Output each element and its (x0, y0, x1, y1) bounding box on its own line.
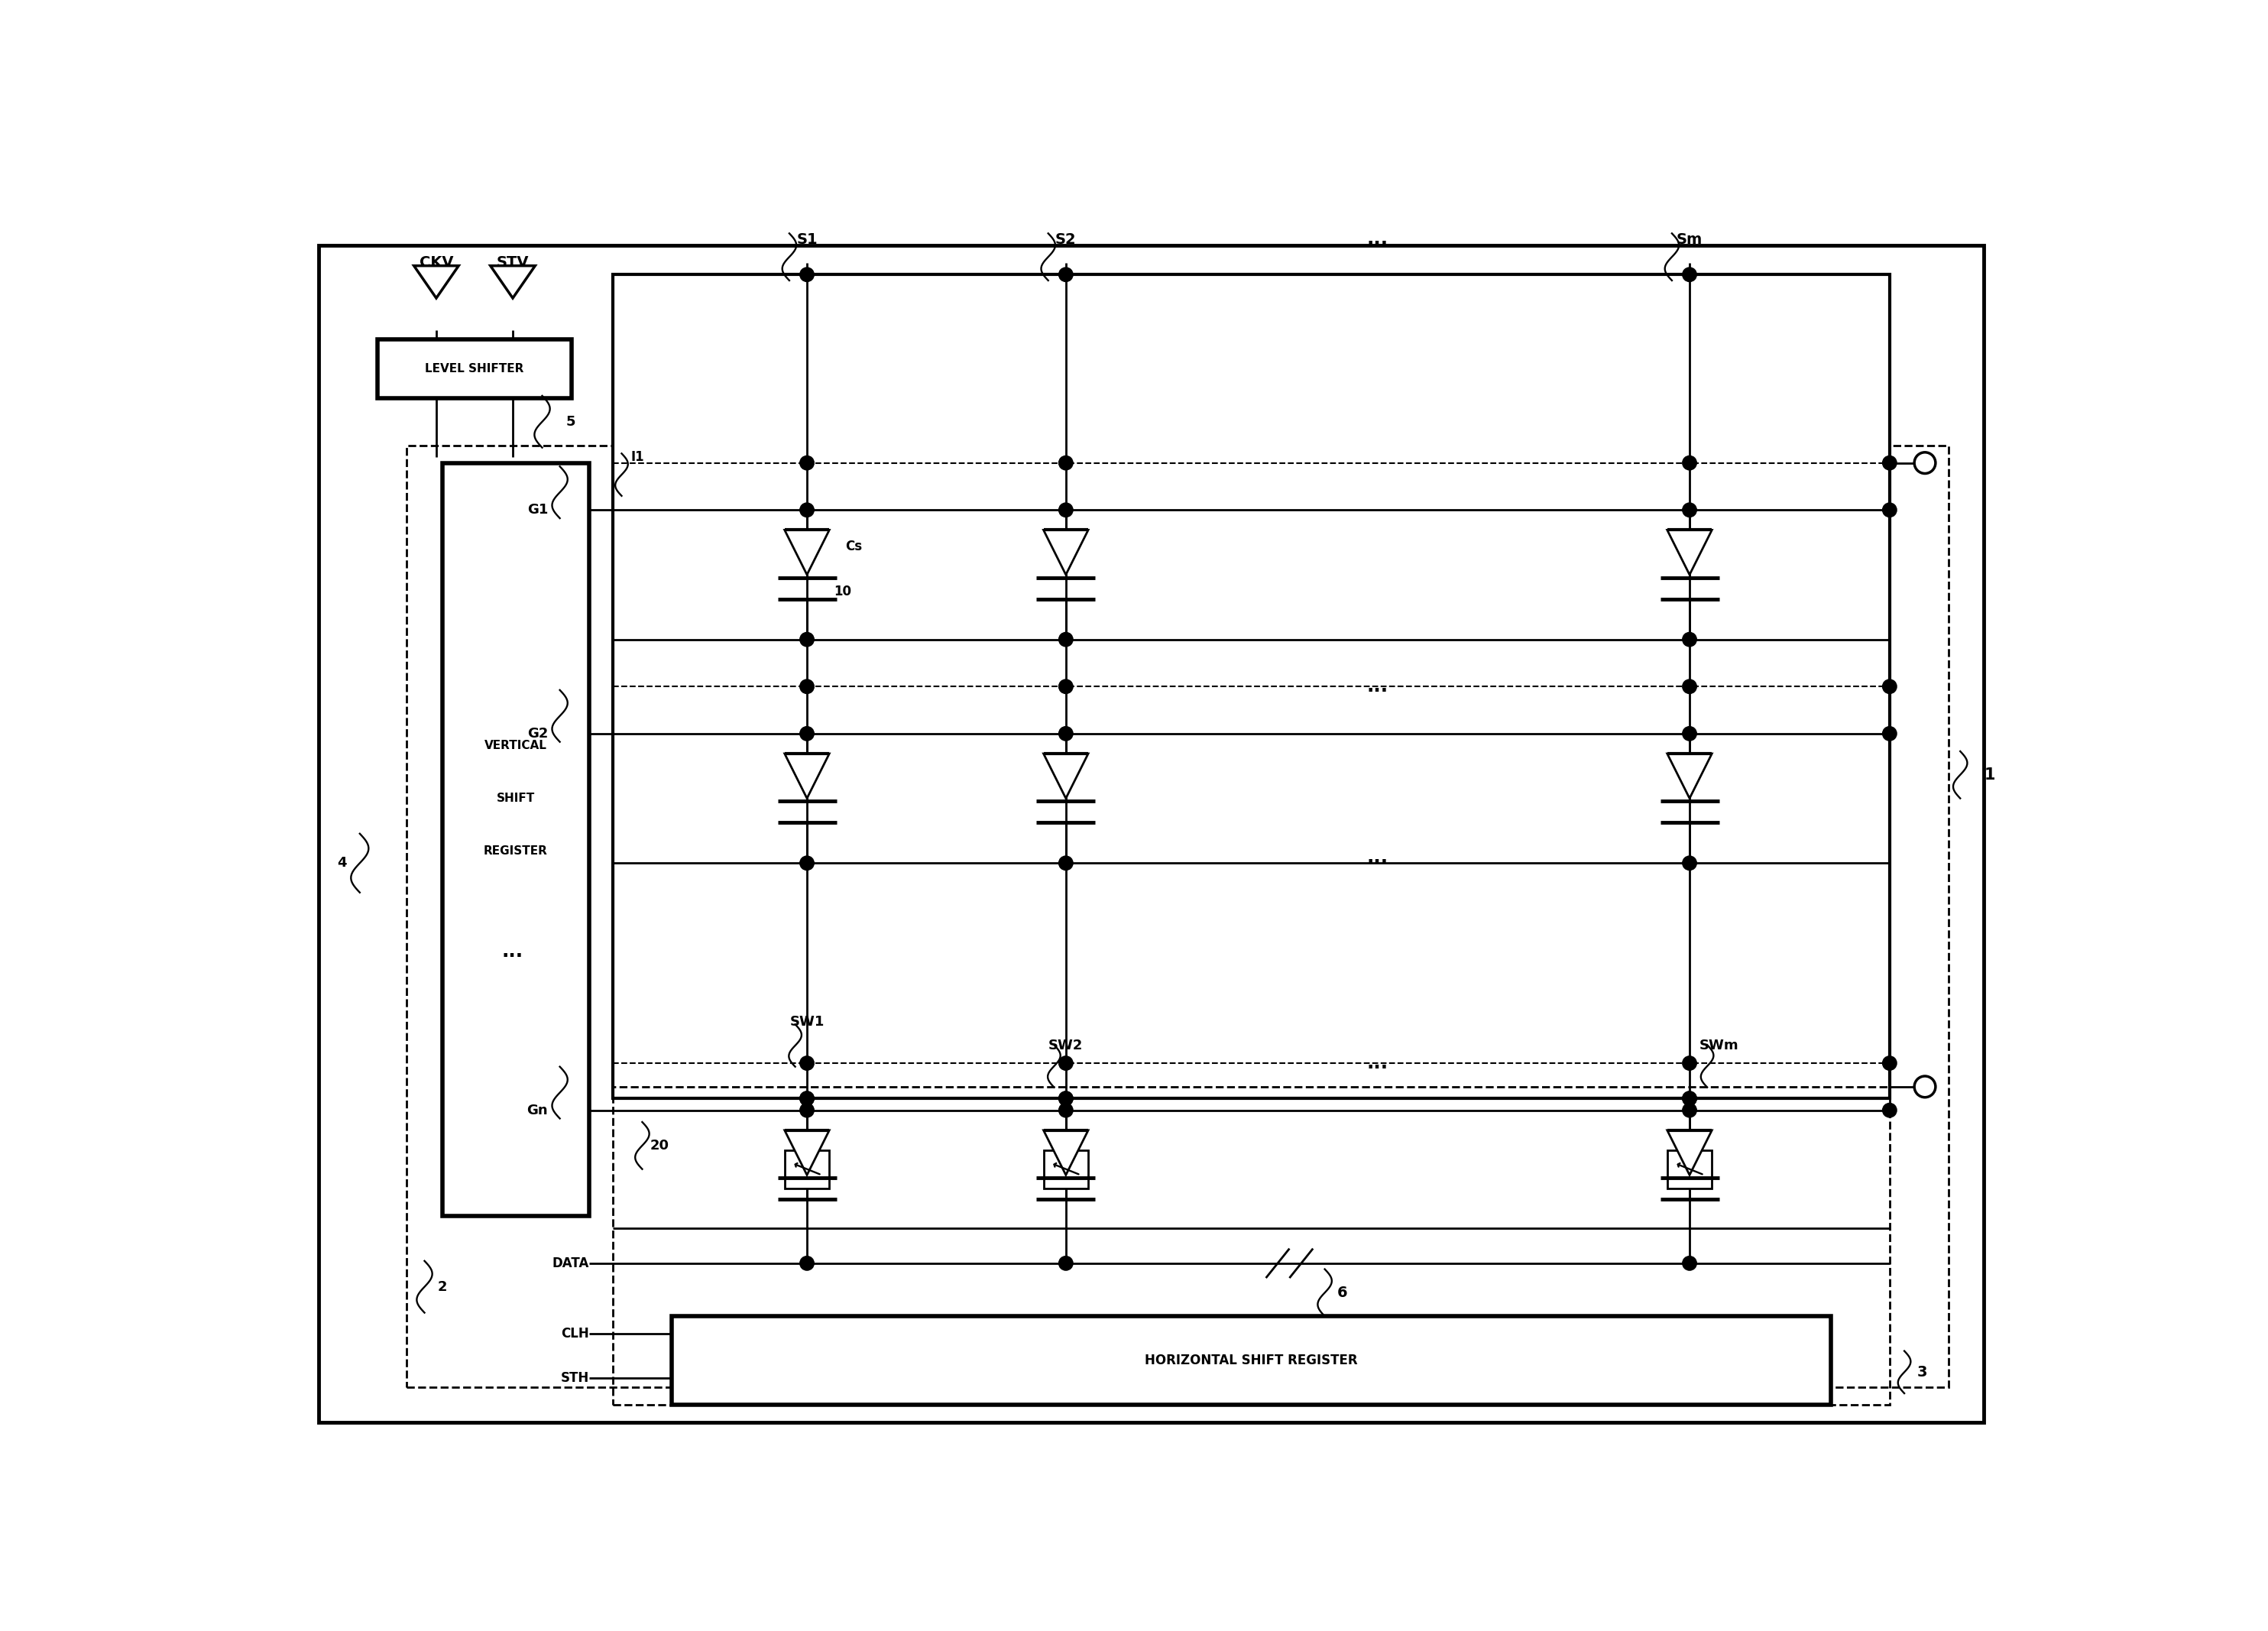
FancyBboxPatch shape (1667, 1150, 1712, 1189)
FancyBboxPatch shape (318, 245, 1985, 1422)
Text: ...: ... (1368, 230, 1388, 248)
Circle shape (1059, 1091, 1073, 1106)
Circle shape (1059, 1256, 1073, 1271)
Text: REGISTER: REGISTER (483, 845, 549, 856)
Polygon shape (1043, 754, 1089, 798)
Circle shape (1683, 502, 1696, 517)
Text: SW1: SW1 (789, 1014, 823, 1029)
Text: CKV: CKV (420, 256, 454, 271)
Circle shape (1683, 1057, 1696, 1070)
Polygon shape (1667, 754, 1712, 798)
Text: HORIZONTAL SHIFT REGISTER: HORIZONTAL SHIFT REGISTER (1145, 1354, 1359, 1367)
Text: CLH: CLH (560, 1328, 590, 1341)
Circle shape (1059, 726, 1073, 740)
Text: 3: 3 (1916, 1365, 1928, 1380)
Text: Cs: Cs (846, 540, 862, 553)
Text: DATA: DATA (553, 1256, 590, 1271)
Text: 5: 5 (565, 414, 576, 429)
Circle shape (1683, 1256, 1696, 1271)
Circle shape (1882, 1103, 1896, 1117)
Circle shape (801, 455, 814, 470)
Circle shape (1683, 455, 1696, 470)
Text: ...: ... (501, 943, 524, 961)
Polygon shape (785, 754, 830, 798)
Circle shape (1059, 680, 1073, 693)
Text: SWm: SWm (1699, 1039, 1740, 1052)
Text: Sm: Sm (1676, 232, 1703, 246)
Polygon shape (785, 1130, 830, 1174)
Circle shape (1059, 633, 1073, 646)
FancyBboxPatch shape (376, 339, 572, 398)
Circle shape (1882, 726, 1896, 740)
Circle shape (1683, 1103, 1696, 1117)
Circle shape (1059, 1057, 1073, 1070)
Circle shape (1683, 1091, 1696, 1106)
Circle shape (1059, 856, 1073, 871)
Circle shape (801, 1091, 814, 1106)
Circle shape (1683, 856, 1696, 871)
Circle shape (1683, 726, 1696, 740)
Circle shape (801, 726, 814, 740)
Text: ...: ... (1368, 1054, 1388, 1072)
Circle shape (801, 633, 814, 646)
FancyBboxPatch shape (442, 463, 590, 1217)
Text: Gn: Gn (526, 1104, 549, 1117)
Circle shape (801, 680, 814, 693)
Polygon shape (1043, 530, 1089, 574)
Circle shape (801, 1091, 814, 1106)
Circle shape (1059, 455, 1073, 470)
Circle shape (801, 1256, 814, 1271)
Circle shape (801, 267, 814, 282)
Circle shape (801, 502, 814, 517)
Text: ...: ... (1368, 677, 1388, 696)
FancyBboxPatch shape (785, 1150, 830, 1189)
Text: 2: 2 (438, 1280, 447, 1293)
Polygon shape (785, 530, 830, 574)
Circle shape (1683, 633, 1696, 646)
Text: STH: STH (560, 1372, 590, 1385)
Circle shape (1882, 455, 1896, 470)
Polygon shape (413, 266, 458, 298)
Text: G1: G1 (526, 502, 549, 517)
Text: S2: S2 (1055, 232, 1077, 246)
Text: ...: ... (1368, 848, 1388, 866)
Text: 10: 10 (832, 584, 851, 599)
Circle shape (1683, 1091, 1696, 1106)
Text: 4: 4 (338, 856, 347, 869)
Text: SHIFT: SHIFT (497, 793, 535, 804)
Text: 1: 1 (1985, 767, 1996, 783)
Circle shape (1882, 502, 1896, 517)
Polygon shape (1667, 530, 1712, 574)
Text: SW2: SW2 (1048, 1039, 1084, 1052)
Text: 20: 20 (651, 1138, 669, 1153)
Circle shape (1059, 1091, 1073, 1106)
Circle shape (1683, 680, 1696, 693)
Text: LEVEL SHIFTER: LEVEL SHIFTER (424, 364, 524, 375)
Text: STV: STV (497, 256, 528, 271)
Circle shape (1882, 680, 1896, 693)
FancyBboxPatch shape (1043, 1150, 1089, 1189)
Circle shape (1059, 267, 1073, 282)
Circle shape (801, 856, 814, 871)
Circle shape (1059, 1103, 1073, 1117)
Circle shape (1683, 267, 1696, 282)
Text: G2: G2 (526, 727, 549, 740)
Text: S1: S1 (796, 232, 816, 246)
Text: 6: 6 (1338, 1285, 1347, 1300)
FancyBboxPatch shape (671, 1316, 1830, 1404)
FancyBboxPatch shape (612, 274, 1889, 1099)
Text: I1: I1 (631, 450, 644, 463)
Circle shape (1059, 502, 1073, 517)
Polygon shape (1043, 1130, 1089, 1174)
Polygon shape (490, 266, 535, 298)
Circle shape (801, 1103, 814, 1117)
Circle shape (1882, 1057, 1896, 1070)
Circle shape (801, 1057, 814, 1070)
Text: VERTICAL: VERTICAL (485, 739, 547, 752)
Polygon shape (1667, 1130, 1712, 1174)
